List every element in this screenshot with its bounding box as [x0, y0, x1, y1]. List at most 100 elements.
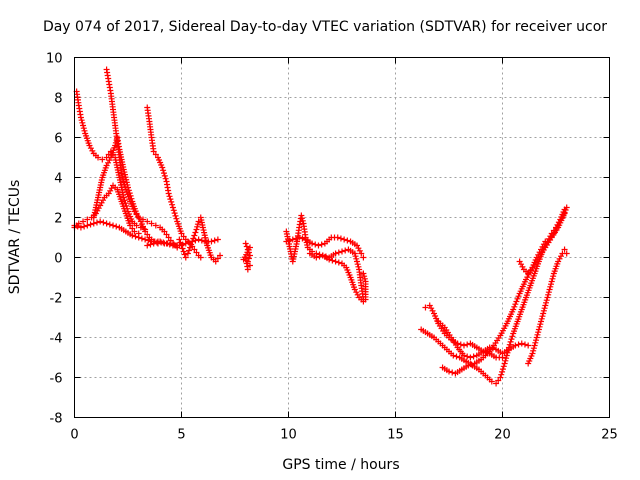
data-point	[533, 334, 540, 341]
data-point	[195, 236, 202, 243]
data-point	[177, 239, 184, 246]
data-point	[543, 297, 550, 304]
data-point	[292, 235, 299, 242]
data-point	[460, 352, 467, 359]
data-point	[534, 331, 541, 338]
data-point	[148, 220, 155, 227]
data-point	[515, 293, 522, 300]
data-point	[465, 362, 472, 369]
data-point	[529, 350, 536, 357]
data-point	[80, 218, 87, 225]
data-point	[361, 273, 368, 280]
y-tick-label: -6	[50, 372, 63, 387]
data-point	[169, 204, 176, 211]
data-point	[312, 241, 319, 248]
data-point	[188, 241, 195, 248]
data-point	[211, 237, 218, 244]
data-point	[84, 216, 91, 223]
data-point	[194, 221, 201, 228]
data-point	[214, 236, 221, 243]
data-point	[147, 241, 154, 248]
data-point	[548, 281, 555, 288]
x-tick-label: 20	[494, 428, 511, 443]
data-point	[468, 361, 475, 368]
data-point	[246, 244, 253, 251]
data-point	[464, 341, 471, 348]
data-point	[360, 254, 367, 261]
data-point	[563, 204, 570, 211]
data-point	[283, 238, 290, 245]
data-point	[460, 342, 467, 349]
data-point	[512, 342, 519, 349]
data-point	[145, 237, 152, 244]
data-point	[133, 222, 140, 229]
data-point	[329, 257, 336, 264]
data-point	[110, 222, 117, 229]
data-point	[535, 326, 542, 333]
data-point	[182, 240, 189, 247]
series-arc-16	[439, 210, 568, 377]
data-point	[539, 313, 546, 320]
data-point	[93, 219, 100, 226]
data-point	[335, 259, 342, 266]
data-point	[499, 366, 506, 373]
x-tick-label: 15	[387, 428, 404, 443]
data-point	[185, 247, 192, 254]
data-point	[508, 336, 515, 343]
data-point	[77, 114, 84, 121]
data-point	[78, 117, 85, 124]
series-arc-15	[435, 318, 532, 361]
data-point	[75, 220, 82, 227]
data-point	[122, 183, 129, 190]
data-point	[197, 254, 204, 261]
data-point	[119, 173, 126, 180]
data-point	[74, 223, 81, 230]
data-point	[167, 196, 174, 203]
data-point	[168, 198, 175, 205]
data-point	[163, 240, 170, 247]
grid	[74, 57, 610, 418]
data-point	[326, 256, 333, 263]
data-point	[507, 338, 514, 345]
data-point	[193, 226, 200, 233]
data-point	[179, 245, 186, 252]
data-point	[449, 369, 456, 376]
data-point	[129, 232, 136, 239]
data-point	[286, 237, 293, 244]
data-point	[510, 306, 517, 313]
data-point	[467, 354, 474, 361]
data-point	[355, 263, 362, 270]
data-point	[497, 374, 504, 381]
data-point	[341, 236, 348, 243]
data-point	[144, 218, 151, 225]
data-point	[87, 221, 94, 228]
data-point	[80, 125, 87, 132]
data-point	[181, 251, 188, 258]
data-point	[547, 283, 554, 290]
data-point	[354, 261, 361, 268]
data-point	[79, 119, 86, 126]
data-point	[542, 238, 549, 245]
data-point	[342, 247, 349, 254]
data-point	[159, 164, 166, 171]
data-point	[81, 127, 88, 134]
data-point	[176, 236, 183, 243]
data-point	[242, 240, 249, 247]
data-point	[538, 315, 545, 322]
data-point	[464, 353, 471, 360]
data-point	[545, 289, 552, 296]
data-point	[512, 301, 519, 308]
data-point	[339, 248, 345, 255]
data-point	[160, 167, 167, 174]
data-point	[191, 232, 198, 239]
data-point	[217, 252, 224, 259]
data-point	[563, 250, 570, 257]
data-point	[358, 250, 365, 257]
data-point	[540, 307, 547, 314]
data-point	[194, 223, 201, 230]
data-point	[521, 341, 528, 348]
data-point	[170, 207, 177, 214]
x-tick-label: 0	[70, 428, 78, 443]
y-tick-label: -2	[50, 292, 63, 307]
